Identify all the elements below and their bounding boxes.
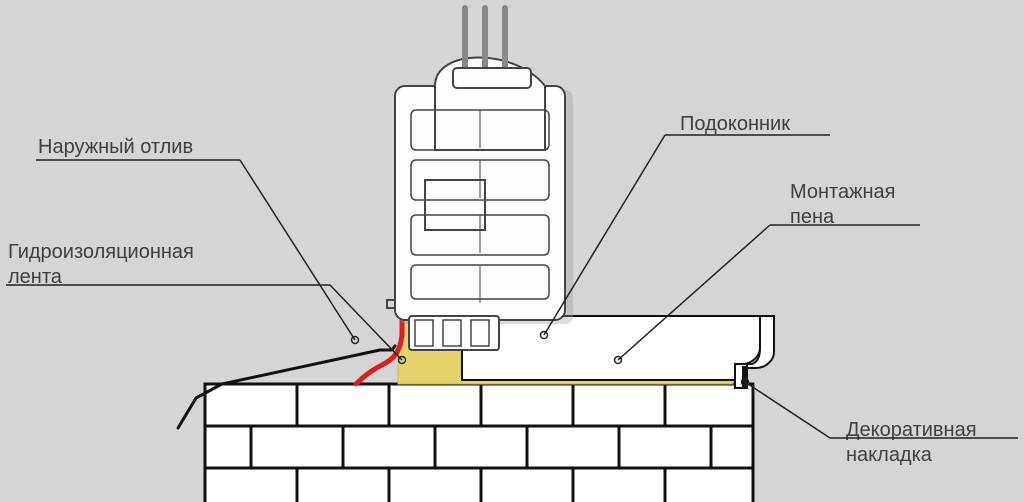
diagram-stage: Наружный отлив Гидроизоляционная лента П… <box>0 0 1024 502</box>
diagram-svg <box>0 0 1024 502</box>
